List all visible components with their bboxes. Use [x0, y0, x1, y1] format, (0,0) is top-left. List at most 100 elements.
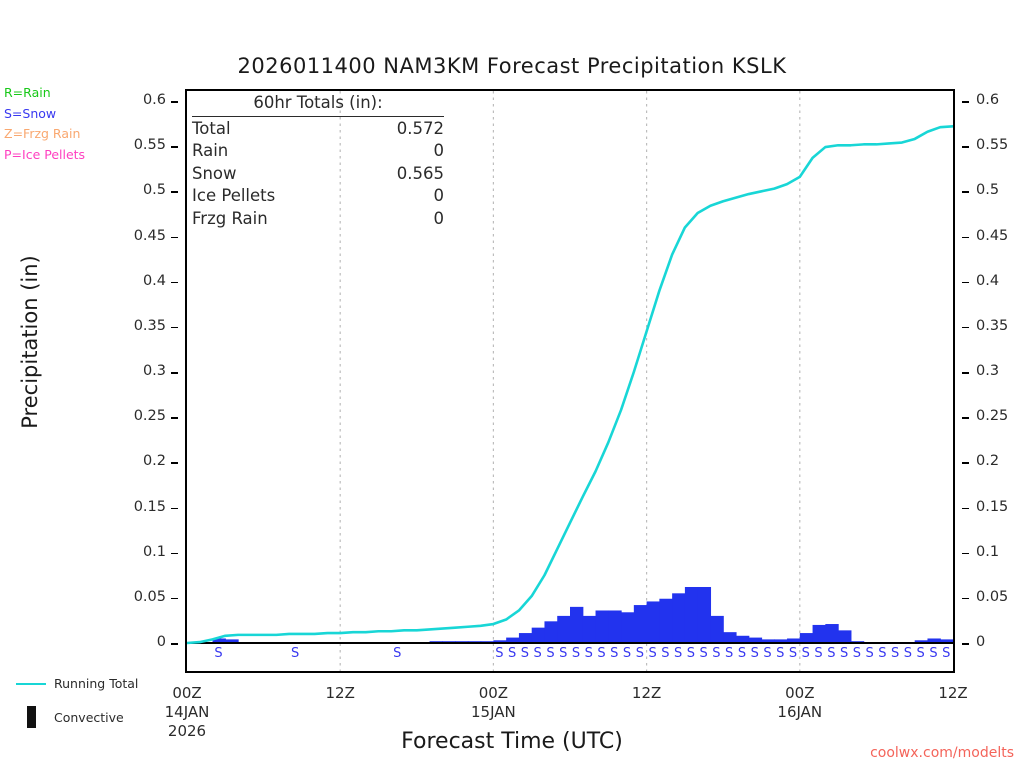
totals-value: 0	[433, 208, 445, 228]
y-axis-tick-label: 0.2	[976, 453, 1000, 470]
y-axis-tick-label: 0	[976, 634, 986, 650]
y-axis-tick-label: 0.25	[976, 408, 1009, 425]
y-axis-tick-mark	[962, 417, 969, 419]
ptype-marker-snow: S	[750, 646, 759, 661]
totals-label: Snow	[192, 163, 237, 183]
ptype-marker-snow: S	[648, 646, 657, 661]
y-axis-tick-mark	[962, 101, 969, 103]
y-axis-tick-mark	[962, 236, 969, 238]
y-axis-tick-label: 0	[156, 634, 166, 650]
ptype-marker-snow: S	[622, 646, 632, 661]
ptype-marker-snow: S	[559, 646, 568, 661]
ptype-marker-snow: S	[673, 646, 683, 661]
y-axis-tick-mark	[962, 326, 969, 329]
table-row: Snow 0.565	[192, 163, 444, 186]
ptype-marker-snow: S	[495, 646, 504, 661]
y-axis-tick-mark	[962, 281, 969, 284]
totals-value: 0	[433, 141, 445, 161]
x-axis-tick-label: 12Z	[893, 684, 1013, 703]
tick-time: 12Z	[325, 684, 355, 702]
ptype-marker-snow: S	[827, 646, 836, 661]
y-axis-tick-mark	[171, 462, 178, 464]
ptype-marker-snow: S	[865, 646, 874, 661]
ptype-marker-snow: S	[737, 646, 747, 661]
y-axis-tick-label: 0.6	[142, 92, 166, 108]
tick-time: 00Z	[785, 684, 815, 702]
y-axis-tick-mark	[171, 191, 178, 193]
y-axis-tick-mark	[171, 236, 178, 238]
y-axis-tick-label: 0.25	[133, 408, 166, 425]
ptype-marker-snow: S	[878, 646, 887, 661]
totals-value: 0	[433, 186, 445, 206]
ptype-marker-snow: S	[814, 646, 823, 661]
y-axis-tick-mark	[962, 191, 969, 193]
legend-item-rain: R=Rain	[4, 85, 51, 100]
ptype-marker-snow: S	[801, 646, 810, 661]
y-axis-tick-mark	[171, 643, 178, 645]
ptype-marker-snow: S	[725, 646, 734, 661]
totals-label: Frzg Rain	[192, 208, 268, 228]
legend-item-convective: Convective	[8, 700, 183, 734]
y-axis-tick-label: 0.4	[976, 272, 1000, 289]
ptype-marker-snow: S	[520, 646, 530, 661]
y-axis-tick-label: 0.35	[133, 317, 166, 334]
y-axis-tick-label: 0.6	[976, 92, 1000, 108]
totals-value: 0.572	[396, 118, 444, 138]
ptype-marker-snow: S	[891, 646, 900, 661]
page-title: 2026011400 NAM3KM Forecast Precipitation…	[237, 54, 787, 78]
x-axis-tick-label: 12Z	[587, 684, 707, 703]
ptype-marker-snow: S	[903, 646, 913, 661]
ptype-marker-snow: S	[610, 646, 619, 661]
y-axis-tick-mark	[962, 146, 969, 148]
series-legend: Running Total Convective	[8, 666, 183, 734]
y-axis-tick-mark	[171, 372, 178, 374]
y-axis-tick-label: 0.1	[142, 543, 166, 560]
tick-date: 16JAN	[777, 703, 823, 721]
y-axis-tick-mark	[171, 281, 178, 284]
tick-time: 00Z	[478, 684, 509, 702]
y-axis-tick-mark	[171, 326, 178, 329]
y-axis-tick-mark	[171, 101, 178, 103]
tick-time: 00Z	[172, 684, 202, 702]
ptype-marker-snow: S	[699, 646, 708, 661]
ptype-marker-snow: S	[942, 646, 951, 661]
credit-watermark: coolwx.com/modelts	[870, 745, 1014, 761]
ptype-marker-snow: S	[776, 646, 785, 661]
legend-item-snow: S=Snow	[4, 105, 57, 121]
tick-date: 15JAN	[471, 703, 516, 721]
x-axis-title: Forecast Time (UTC)	[401, 729, 623, 754]
table-row: Ice Pellets 0	[192, 185, 444, 208]
tick-year: 2026	[167, 722, 207, 740]
legend-label: Running Total	[54, 675, 139, 691]
y-axis-tick-mark	[962, 552, 969, 555]
totals-table: 60hr Totals (in): Total 0.572 Rain 0 Snow 0…	[192, 92, 444, 231]
ptype-marker-snow: S	[686, 646, 696, 661]
legend-item-frzg-rain: Z=Frzg Rain	[4, 126, 81, 141]
line-swatch-icon	[8, 676, 54, 691]
ptype-marker-snow: S	[508, 646, 517, 661]
y-axis-tick-label: 0.05	[133, 588, 166, 605]
totals-value: 0.565	[396, 163, 444, 183]
legend-item-ice-pellets: P=Ice Pellets	[4, 146, 86, 162]
ptype-marker-snow: S	[661, 646, 670, 661]
y-axis-tick-mark	[171, 146, 178, 148]
y-axis-right-ticks: 0 0.05 0.1 0.15 0.2 0.25 0.3 0.35 0.4 0.45 0.5 0.55…	[962, 89, 1024, 673]
x-axis-tick-label: 00Z 16JAN	[740, 684, 860, 722]
y-axis-left-ticks: 0 0.05 0.1 0.15 0.2 0.25 0.3 0.35 0.4 0.45 0.5 0.55…	[108, 89, 178, 673]
y-axis-tick-mark	[171, 552, 178, 555]
ptype-marker-snow: S	[393, 646, 402, 661]
y-axis-tick-mark	[171, 417, 178, 419]
ptype-marker-snow: S	[788, 646, 798, 661]
y-axis-tick-label: 0.3	[142, 363, 166, 379]
y-axis-tick-mark	[962, 597, 969, 600]
totals-label: Rain	[192, 141, 229, 161]
y-axis-tick-mark	[171, 507, 178, 509]
y-axis-tick-label: 0.45	[133, 227, 166, 244]
tick-time: 12Z	[631, 684, 662, 702]
ptype-marker-snow: S	[290, 646, 300, 661]
table-row: Rain 0	[192, 140, 444, 163]
plot-area	[185, 89, 955, 673]
totals-label: Ice Pellets	[192, 186, 276, 206]
x-axis-tick-label: 00Z 15JAN	[433, 684, 553, 722]
legend-item-running-total: Running Total	[8, 666, 183, 700]
